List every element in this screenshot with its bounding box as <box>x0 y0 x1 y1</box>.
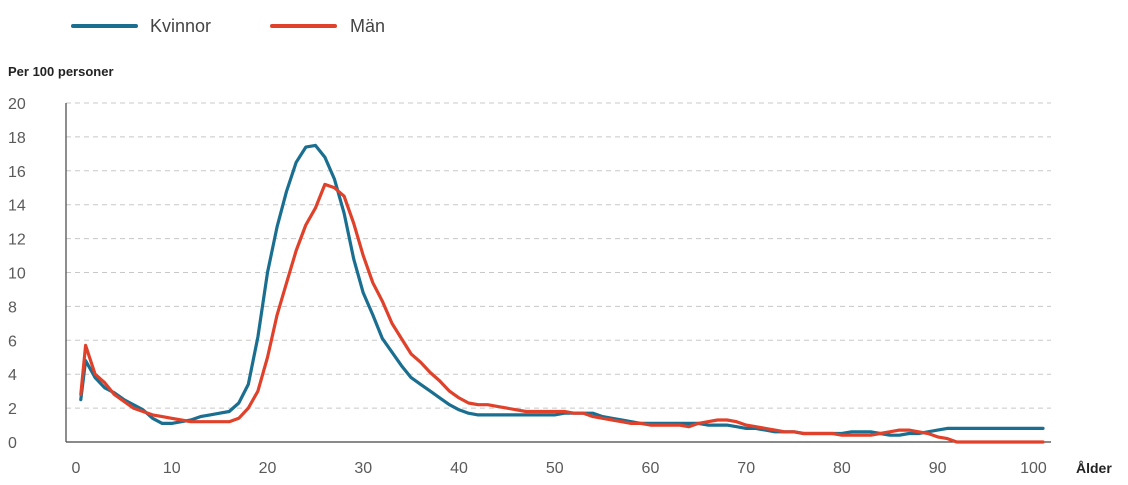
y-tick-label: 8 <box>8 299 17 316</box>
x-tick-label: 30 <box>354 460 372 477</box>
y-tick-label: 4 <box>8 367 17 384</box>
x-tick-label: 80 <box>833 460 851 477</box>
y-tick-label: 6 <box>8 333 17 350</box>
x-tick-label: 10 <box>163 460 181 477</box>
x-tick-label: 50 <box>546 460 564 477</box>
y-tick-label: 14 <box>8 198 26 215</box>
y-tick-label: 0 <box>8 435 17 452</box>
y-tick-label: 16 <box>8 164 26 181</box>
x-tick-label: 60 <box>642 460 660 477</box>
x-tick-label: 90 <box>929 460 947 477</box>
series-line-kvinnor <box>79 143 1045 437</box>
y-tick-label: 12 <box>8 232 26 249</box>
legend-label-man: Män <box>350 16 385 36</box>
series-lines <box>79 143 1045 444</box>
x-tick-label: 40 <box>450 460 468 477</box>
axes <box>65 103 1051 443</box>
grid-lines <box>66 102 1051 409</box>
x-tick-label: 100 <box>1020 460 1047 477</box>
y-tick-label: 10 <box>8 266 26 283</box>
y-axis-label: Per 100 personer <box>8 64 114 79</box>
legend-label-kvinnor: Kvinnor <box>150 16 211 36</box>
y-tick-label: 2 <box>8 401 17 418</box>
x-axis-label: Ålder <box>1076 460 1112 476</box>
x-tick-label: 20 <box>259 460 277 477</box>
x-tick-labels: 0 10 20 30 40 50 60 70 80 90 100 <box>72 460 1047 477</box>
legend: Kvinnor Män <box>71 16 385 36</box>
x-tick-label: 0 <box>72 460 81 477</box>
x-tick-label: 70 <box>737 460 755 477</box>
y-tick-label: 20 <box>8 96 26 113</box>
series-line-man <box>79 182 1045 444</box>
y-tick-labels: 0 2 4 6 8 10 12 14 16 18 20 <box>8 96 26 452</box>
y-tick-label: 18 <box>8 130 26 147</box>
